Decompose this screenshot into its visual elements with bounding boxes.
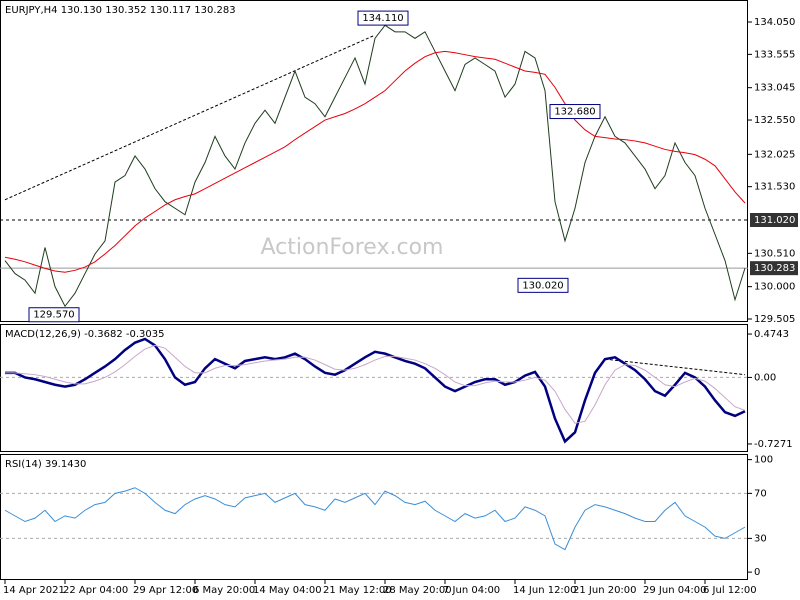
y-tick-label: 134.050 [754,17,795,28]
y-tick-label: 131.530 [754,182,795,193]
x-tick-label: 29 Jun 04:00 [643,585,707,596]
annotation-label: 129.570 [33,310,74,321]
series-line [5,337,746,444]
y-tick-label: -0.7271 [754,439,793,450]
panel-title: EURJPY,H4 130.130 130.352 130.117 130.28… [5,5,236,16]
h-line-label-box [750,261,798,276]
y-tick-label: 0.00 [754,372,776,383]
x-tick-label: 21 Jun 20:00 [573,585,637,596]
x-tick-label: 6 Jul 12:00 [703,585,757,596]
panel-title: MACD(12,26,9) -0.3682 -0.3035 [5,329,165,340]
x-tick-label: 6 May 20:00 [193,585,255,596]
y-tick-label: 133.045 [754,83,795,94]
y-tick-label: 129.505 [754,314,795,325]
panel-frame [0,0,748,322]
y-tick-label: 132.550 [754,115,795,126]
annotation-box [549,104,601,120]
series-line [4,24,746,308]
series-line [4,50,746,273]
y-tick-label: 133.555 [754,49,795,60]
annotation-box [357,10,409,26]
h-line-label: 130.283 [754,263,795,274]
panel-title: RSI(14) 39.1430 [5,459,86,470]
x-tick-label: 14 Jun 12:00 [513,585,577,596]
trend-line [604,358,746,376]
h-line-label-box [750,213,798,228]
watermark: ActionForex.com [261,235,444,260]
panel-frame [0,454,748,580]
x-tick-label: 14 May 04:00 [253,585,322,596]
series-line [5,344,746,424]
y-tick-label: 70 [754,488,767,499]
annotation-box [517,277,569,293]
x-tick-label: 29 Apr 12:00 [133,585,198,596]
trend-line [4,34,376,201]
y-tick-label: 0 [754,567,760,578]
y-tick-label: 0.4743 [754,329,789,340]
y-tick-label: 30 [754,533,767,544]
panel-frame [0,324,748,452]
y-tick-label: 132.025 [754,149,795,160]
x-tick-label: 28 May 20:00 [383,585,452,596]
x-tick-label: 7 Jun 04:00 [443,585,500,596]
y-tick-label: 100 [754,455,773,466]
annotation-label: 132.680 [554,107,595,118]
annotation-label: 130.020 [522,280,563,291]
y-tick-label: 130.000 [754,282,795,293]
x-tick-label: 14 Apr 2021 [3,585,65,596]
annotation-box [28,307,80,323]
h-line-label: 131.020 [754,215,795,226]
series-line [4,487,746,551]
x-tick-label: 22 Apr 04:00 [63,585,128,596]
y-tick-label: 130.510 [754,248,795,259]
annotation-label: 134.110 [362,13,403,24]
x-tick-label: 21 May 12:00 [323,585,392,596]
